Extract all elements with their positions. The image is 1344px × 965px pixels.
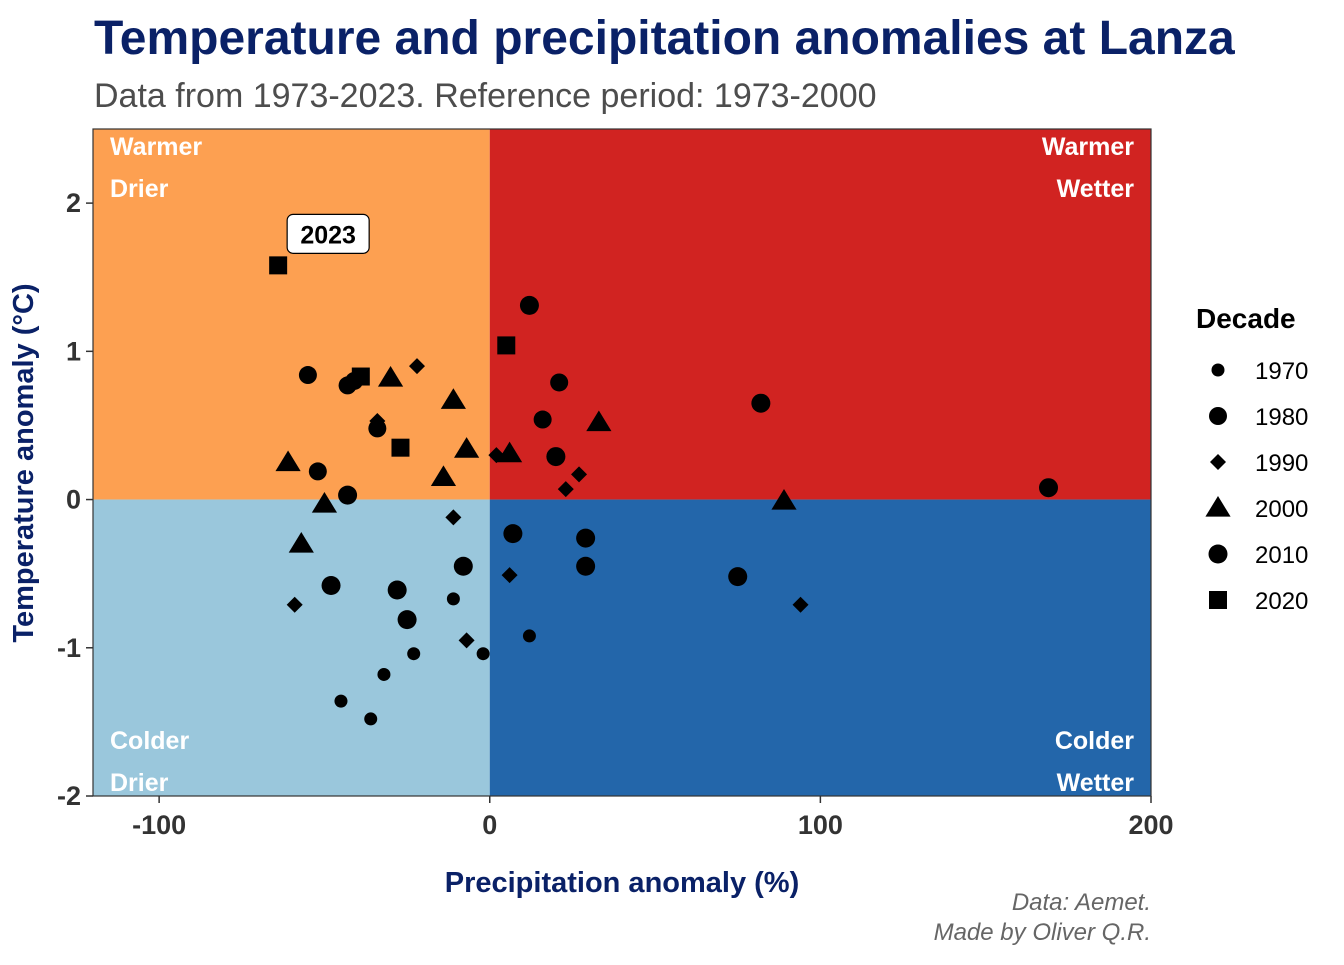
x-tick-label: 0 [482,810,497,840]
quadrant-label-colder-drier-line1: Colder [110,727,189,755]
data-point-1970 [446,592,460,606]
legend-key-1970 [1211,363,1225,377]
annotation-label: 2023 [300,221,356,249]
data-point-1970 [364,712,378,726]
annotation-box [286,213,370,254]
data-point-1990 [571,466,588,483]
data-point-2010 [576,528,596,548]
quadrant-label-colder-wetter-line2: Wetter [1057,769,1135,797]
data-point-2010 [503,524,523,544]
data-point-1970 [407,647,421,661]
data-point-2010 [751,393,771,413]
legend-key-1980 [1209,407,1227,425]
legend-key-2010 [1208,544,1228,564]
data-point-1990 [369,412,386,429]
quadrant-label-colder-wetter-line1: Colder [1055,727,1134,755]
data-point-2020 [269,256,288,275]
data-point-1980 [308,462,327,481]
legend-label-1980: 1980 [1255,404,1308,431]
caption-author: Made by Oliver Q.R. [934,919,1151,946]
data-point-1970 [377,667,391,681]
data-point-2000 [430,465,457,486]
chart-title: Temperature and precipitation anomalies … [94,12,1235,65]
legend-key-1990 [1210,454,1226,470]
data-point-2010 [387,580,407,600]
legend-label-1990: 1990 [1255,450,1308,477]
y-tick-label: 2 [66,188,81,218]
data-point-2000 [771,489,797,510]
quadrant-label-warmer-drier-line2: Drier [110,175,169,203]
data-point-1990 [792,596,809,613]
x-tick-label: 200 [1128,810,1173,840]
data-point-2000 [496,441,523,463]
data-point-2010 [576,556,596,576]
data-point-1980 [298,366,317,385]
data-point-2010 [1039,478,1059,498]
data-point-2010 [519,295,539,315]
data-point-2000 [288,532,314,553]
legend-label-1970: 1970 [1255,358,1308,385]
data-point-2000 [377,366,404,387]
data-point-1990 [409,358,426,375]
data-point-1990 [286,596,303,613]
quadrant-colder-wetter [489,499,1151,796]
chart-subtitle: Data from 1973-2023. Reference period: 1… [94,77,877,115]
y-tick-label: -1 [57,633,81,663]
data-point-2010 [397,610,417,630]
y-tick-label: 0 [66,485,81,515]
data-point-2000 [586,410,612,432]
data-point-1990 [501,567,518,584]
legend-label-2000: 2000 [1255,496,1308,523]
quadrant-labels: Warmer Drier Warmer Wetter Colder Drier Colder… [110,133,1134,797]
y-tick-label: -2 [57,781,81,811]
data-point-1990 [458,632,475,649]
y-tick-label: 1 [66,336,81,366]
x-tick-label: 100 [798,810,843,840]
quadrant-warmer-drier [93,129,490,500]
data-point-2010 [546,447,566,467]
data-point-1990 [557,481,574,498]
data-point-1970 [334,694,348,708]
data-point-2010 [728,567,748,587]
data-point-1980 [533,410,552,429]
data-point-2020 [391,438,410,457]
quadrant-label-warmer-drier-line1: Warmer [110,133,202,161]
quadrant-label-warmer-wetter-line2: Wetter [1057,175,1135,203]
data-point-2000 [454,437,480,458]
data-point-2020 [497,336,516,355]
data-point-2010 [453,556,473,576]
data-point-2010 [321,576,341,596]
legend-key-2000 [1205,496,1231,517]
data-points [269,256,1059,726]
data-point-2010 [338,485,358,505]
quadrant-warmer-wetter [489,129,1151,500]
y-axis-title: Temperature anomaly (°C) [8,283,40,642]
data-point-1970 [476,647,490,661]
data-point-1980 [550,373,569,392]
legend: Decade 1970 1980 1990 2000 2010 2020 [1196,303,1308,615]
axis-ticks: -100 0 100 200 -2 -1 0 1 2 [57,188,1174,840]
data-point-2000 [311,492,338,513]
quadrant-backgrounds [93,129,1151,796]
data-point-2000 [440,388,466,409]
data-point-2020 [351,367,370,386]
data-point-2000 [275,450,301,472]
x-axis-title: Precipitation anomaly (%) [445,867,800,899]
x-tick-label: -100 [132,810,186,840]
data-point-1970 [522,629,536,643]
caption-source: Data: Aemet. [1012,889,1151,916]
data-point-1990 [445,509,462,526]
legend-label-2010: 2010 [1255,542,1308,569]
plot-panel-border [92,128,1152,797]
quadrant-label-colder-drier-line2: Drier [110,769,169,797]
quadrant-label-warmer-wetter-line1: Warmer [1042,133,1134,161]
legend-title: Decade [1196,303,1296,334]
legend-label-2020: 2020 [1255,588,1308,615]
annotation-2023: 2023 [286,213,370,254]
legend-key-2020 [1209,591,1227,609]
